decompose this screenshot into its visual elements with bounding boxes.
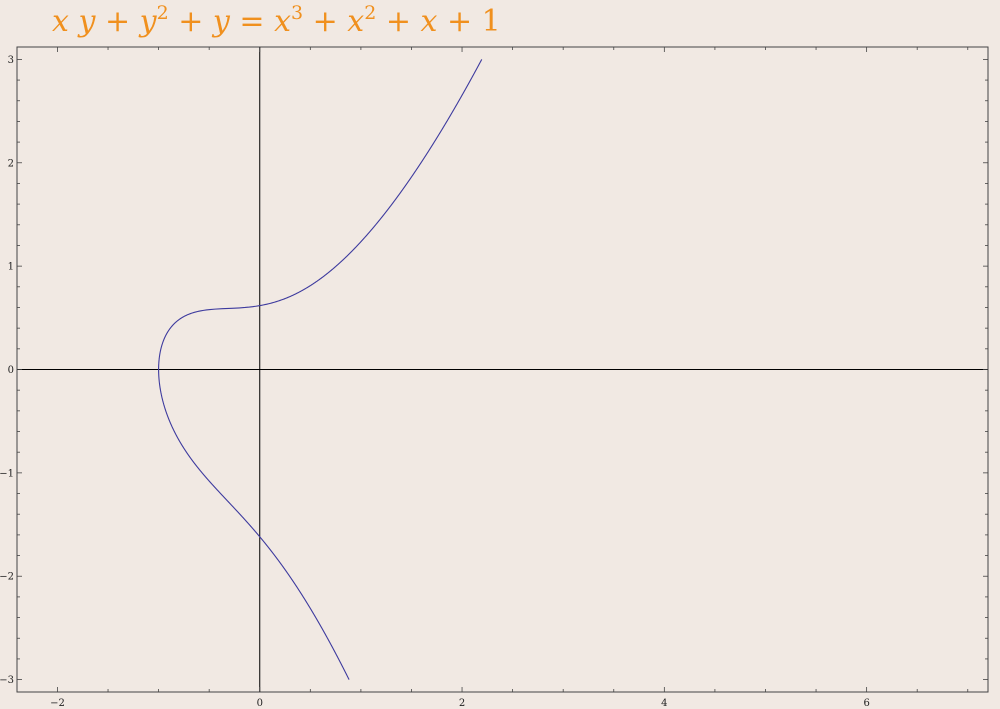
ticks <box>17 47 988 692</box>
curve-layer <box>158 59 483 680</box>
title-part-3: 2 <box>157 2 169 24</box>
y-tick-label: −2 <box>0 572 14 583</box>
y-tick-label: 3 <box>8 55 14 66</box>
title-part-14: + 1 <box>437 4 500 39</box>
title-part-6: = <box>230 4 274 39</box>
title-part-11: 2 <box>364 2 376 24</box>
title-part-5: y <box>211 4 231 39</box>
x-tick-label: 6 <box>863 698 869 709</box>
y-tick-label: 0 <box>8 365 14 376</box>
title-part-13: x <box>421 4 438 39</box>
title-part-8: 3 <box>291 2 303 24</box>
title-part-7: x <box>274 4 291 39</box>
y-tick-label: −1 <box>0 468 14 479</box>
title-part-4: + <box>169 4 213 39</box>
x-tick-label: 2 <box>459 698 465 709</box>
curve-series <box>158 59 483 680</box>
title-part-0: x y <box>52 4 96 39</box>
x-tick-label: −2 <box>50 698 65 709</box>
title-part-2: y <box>138 4 158 39</box>
tick-labels: −2 0 2 4 6 −3 −2 −1 0 1 2 3 <box>0 55 870 709</box>
y-tick-label: −3 <box>0 675 14 686</box>
x-tick-label: 4 <box>661 698 667 709</box>
chart-title: x y + y2 + y = x3 + x2 + x + 1 <box>52 2 501 39</box>
axes <box>17 47 988 692</box>
title-part-9: + <box>303 4 347 39</box>
title-part-1: + <box>95 4 139 39</box>
x-tick-label: 0 <box>257 698 263 709</box>
y-tick-label: 1 <box>8 262 14 273</box>
y-tick-label: 2 <box>8 158 14 169</box>
title-part-10: x <box>347 4 364 39</box>
title-part-12: + <box>376 4 420 39</box>
